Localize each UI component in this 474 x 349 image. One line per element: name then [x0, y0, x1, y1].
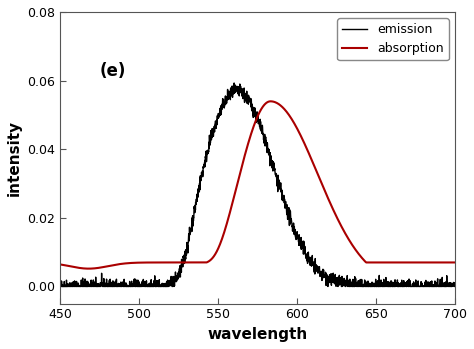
emission — [441, 283, 447, 288]
absorption — [452, 260, 458, 265]
absorption — [78, 266, 83, 270]
absorption — [86, 267, 91, 271]
absorption — [239, 164, 245, 168]
absorption — [369, 260, 374, 265]
Text: (e): (e) — [100, 61, 126, 80]
X-axis label: wavelength: wavelength — [208, 327, 308, 342]
emission — [231, 81, 237, 85]
emission — [239, 94, 245, 98]
emission — [452, 284, 458, 289]
Line: absorption: absorption — [60, 101, 455, 269]
emission — [441, 284, 447, 289]
Line: emission: emission — [60, 83, 455, 287]
absorption — [268, 99, 273, 103]
absorption — [250, 128, 255, 132]
emission — [250, 107, 255, 112]
absorption — [441, 260, 447, 265]
emission — [369, 284, 374, 289]
emission — [57, 283, 63, 287]
emission — [58, 284, 64, 289]
emission — [78, 284, 83, 289]
absorption — [441, 260, 447, 265]
absorption — [57, 262, 63, 267]
Y-axis label: intensity: intensity — [7, 120, 22, 196]
Legend: emission, absorption: emission, absorption — [337, 18, 449, 60]
